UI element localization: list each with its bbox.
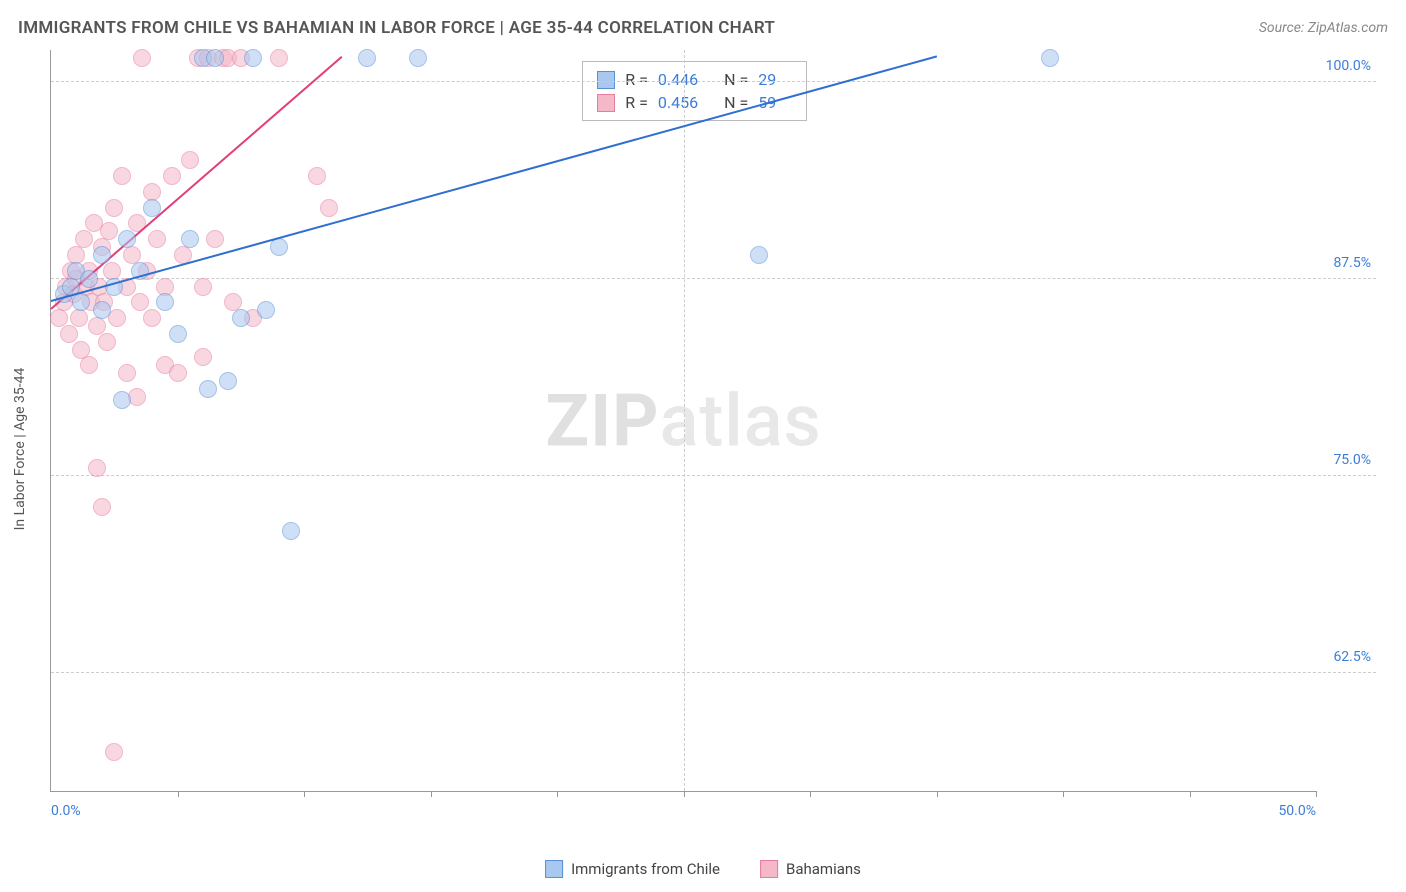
scatter-point — [1041, 49, 1059, 67]
scatter-point — [88, 459, 106, 477]
scatter-point — [320, 199, 338, 217]
scatter-point — [206, 230, 224, 248]
scatter-point — [148, 230, 166, 248]
x-tick — [684, 791, 685, 797]
scatter-point — [128, 388, 146, 406]
scatter-point — [750, 246, 768, 264]
scatter-point — [105, 743, 123, 761]
x-tick — [304, 791, 305, 797]
y-tick-label: 100.0% — [1326, 58, 1371, 74]
scatter-point — [169, 364, 187, 382]
scatter-point — [181, 230, 199, 248]
scatter-point — [308, 167, 326, 185]
scatter-point — [199, 380, 217, 398]
scatter-point — [257, 301, 275, 319]
scatter-point — [100, 222, 118, 240]
scatter-point — [113, 167, 131, 185]
scatter-point — [282, 522, 300, 540]
scatter-point — [118, 364, 136, 382]
scatter-point — [93, 301, 111, 319]
stat-r-label: R = — [625, 93, 648, 112]
scatter-point — [98, 333, 116, 351]
scatter-point — [194, 278, 212, 296]
scatter-point — [169, 325, 187, 343]
stat-r-value: 0.456 — [658, 93, 698, 112]
y-tick-label: 62.5% — [1333, 649, 1371, 665]
scatter-point — [60, 325, 78, 343]
scatter-point — [133, 49, 151, 67]
x-tick — [557, 791, 558, 797]
x-tick — [431, 791, 432, 797]
gridline-horizontal — [51, 81, 1376, 82]
gridline-horizontal — [51, 278, 1376, 279]
x-tick — [810, 791, 811, 797]
x-tick — [178, 791, 179, 797]
legend: Immigrants from Chile Bahamians — [545, 860, 861, 878]
x-tick — [1190, 791, 1191, 797]
scatter-point — [163, 167, 181, 185]
gridline-vertical — [684, 50, 685, 791]
scatter-point — [93, 498, 111, 516]
legend-item: Immigrants from Chile — [545, 860, 720, 878]
plot-area: ZIPatlas R =0.446N =29R =0.456N =59 62.5… — [50, 50, 1316, 792]
scatter-point — [105, 199, 123, 217]
x-tick — [1316, 791, 1317, 797]
gridline-horizontal — [51, 475, 1376, 476]
legend-item: Bahamians — [760, 860, 861, 878]
chart-title: IMMIGRANTS FROM CHILE VS BAHAMIAN IN LAB… — [18, 18, 775, 38]
scatter-point — [118, 230, 136, 248]
y-tick-label: 87.5% — [1333, 255, 1371, 271]
y-tick-label: 75.0% — [1333, 452, 1371, 468]
scatter-point — [409, 49, 427, 67]
legend-label: Bahamians — [786, 860, 861, 878]
scatter-point — [181, 151, 199, 169]
legend-label: Immigrants from Chile — [571, 860, 720, 878]
legend-swatch — [597, 94, 615, 112]
scatter-point — [113, 391, 131, 409]
scatter-point — [156, 293, 174, 311]
x-tick-label: 50.0% — [1278, 803, 1316, 819]
scatter-point — [143, 199, 161, 217]
x-tick — [1063, 791, 1064, 797]
scatter-point — [80, 356, 98, 374]
scatter-point — [244, 49, 262, 67]
scatter-point — [70, 309, 88, 327]
scatter-point — [194, 348, 212, 366]
scatter-point — [270, 49, 288, 67]
gridline-horizontal — [51, 672, 1376, 673]
scatter-point — [72, 293, 90, 311]
scatter-point — [75, 230, 93, 248]
trend-line — [51, 56, 938, 303]
chart-container: In Labor Force | Age 35-44 ZIPatlas R =0… — [50, 50, 1376, 832]
scatter-point — [206, 49, 224, 67]
scatter-point — [143, 309, 161, 327]
legend-swatch — [545, 860, 563, 878]
scatter-point — [219, 372, 237, 390]
scatter-point — [358, 49, 376, 67]
y-axis-label: In Labor Force | Age 35-44 — [12, 368, 28, 531]
correlation-stats-box: R =0.446N =29R =0.456N =59 — [582, 61, 807, 121]
scatter-point — [80, 270, 98, 288]
x-tick — [937, 791, 938, 797]
scatter-point — [232, 309, 250, 327]
scatter-point — [131, 293, 149, 311]
legend-swatch — [760, 860, 778, 878]
source-attribution: Source: ZipAtlas.com — [1259, 20, 1388, 36]
scatter-point — [93, 246, 111, 264]
x-tick-label: 0.0% — [51, 803, 81, 819]
